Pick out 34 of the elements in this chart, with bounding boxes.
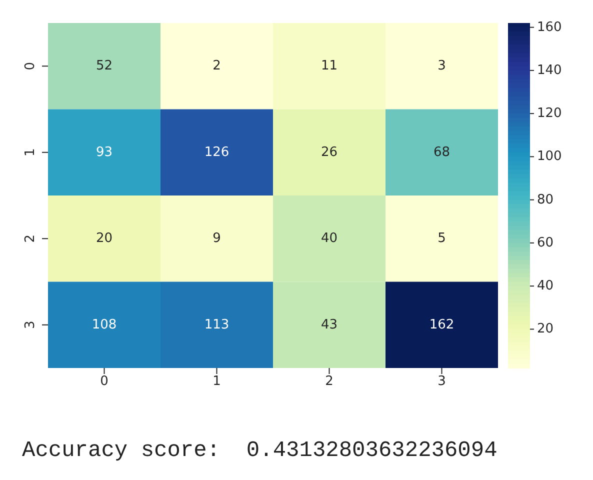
data-label: 9 — [212, 231, 221, 246]
data-label: 93 — [96, 144, 113, 160]
color-bar-label: 40 — [537, 278, 554, 294]
y-tick-label: 0 — [23, 62, 38, 70]
color-bar-label: 120 — [537, 106, 562, 122]
data-label: 113 — [204, 317, 230, 332]
y-tick-label: 2 — [23, 234, 38, 243]
data-label: 162 — [429, 317, 454, 332]
data-label: 20 — [96, 231, 113, 246]
x-tick-label: 3 — [438, 374, 446, 390]
color-bar-label: 80 — [537, 192, 554, 208]
data-label: 52 — [96, 58, 113, 74]
y-tick-label: 1 — [23, 148, 38, 157]
color-bar-label: 100 — [537, 149, 562, 164]
data-label: 11 — [320, 58, 338, 74]
data-label: 40 — [320, 231, 338, 246]
color-scale: 20 40 60 80 100 120 140 160 — [498, 8, 578, 408]
color-bar-label: 160 — [537, 20, 562, 35]
data-label: 43 — [320, 317, 338, 332]
text: Accuracy score: 0.43132803632236094 — [22, 438, 498, 463]
data-label: 126 — [204, 144, 230, 160]
data-label: 26 — [320, 144, 338, 160]
data-label: 3 — [438, 58, 446, 74]
x-tick-label: 2 — [325, 374, 334, 390]
data-label: 2 — [212, 58, 221, 74]
y-tick-label: 3 — [23, 320, 38, 330]
color-bar-label: 140 — [537, 62, 562, 78]
x-tick-label: 1 — [212, 374, 221, 390]
color-bar-label: 60 — [537, 235, 554, 250]
data-label: 108 — [92, 317, 117, 332]
color-bar-label: 20 — [537, 322, 554, 337]
data-label: 5 — [438, 231, 446, 246]
data-label: 68 — [433, 144, 450, 160]
x-tick-label: 0 — [100, 374, 108, 390]
